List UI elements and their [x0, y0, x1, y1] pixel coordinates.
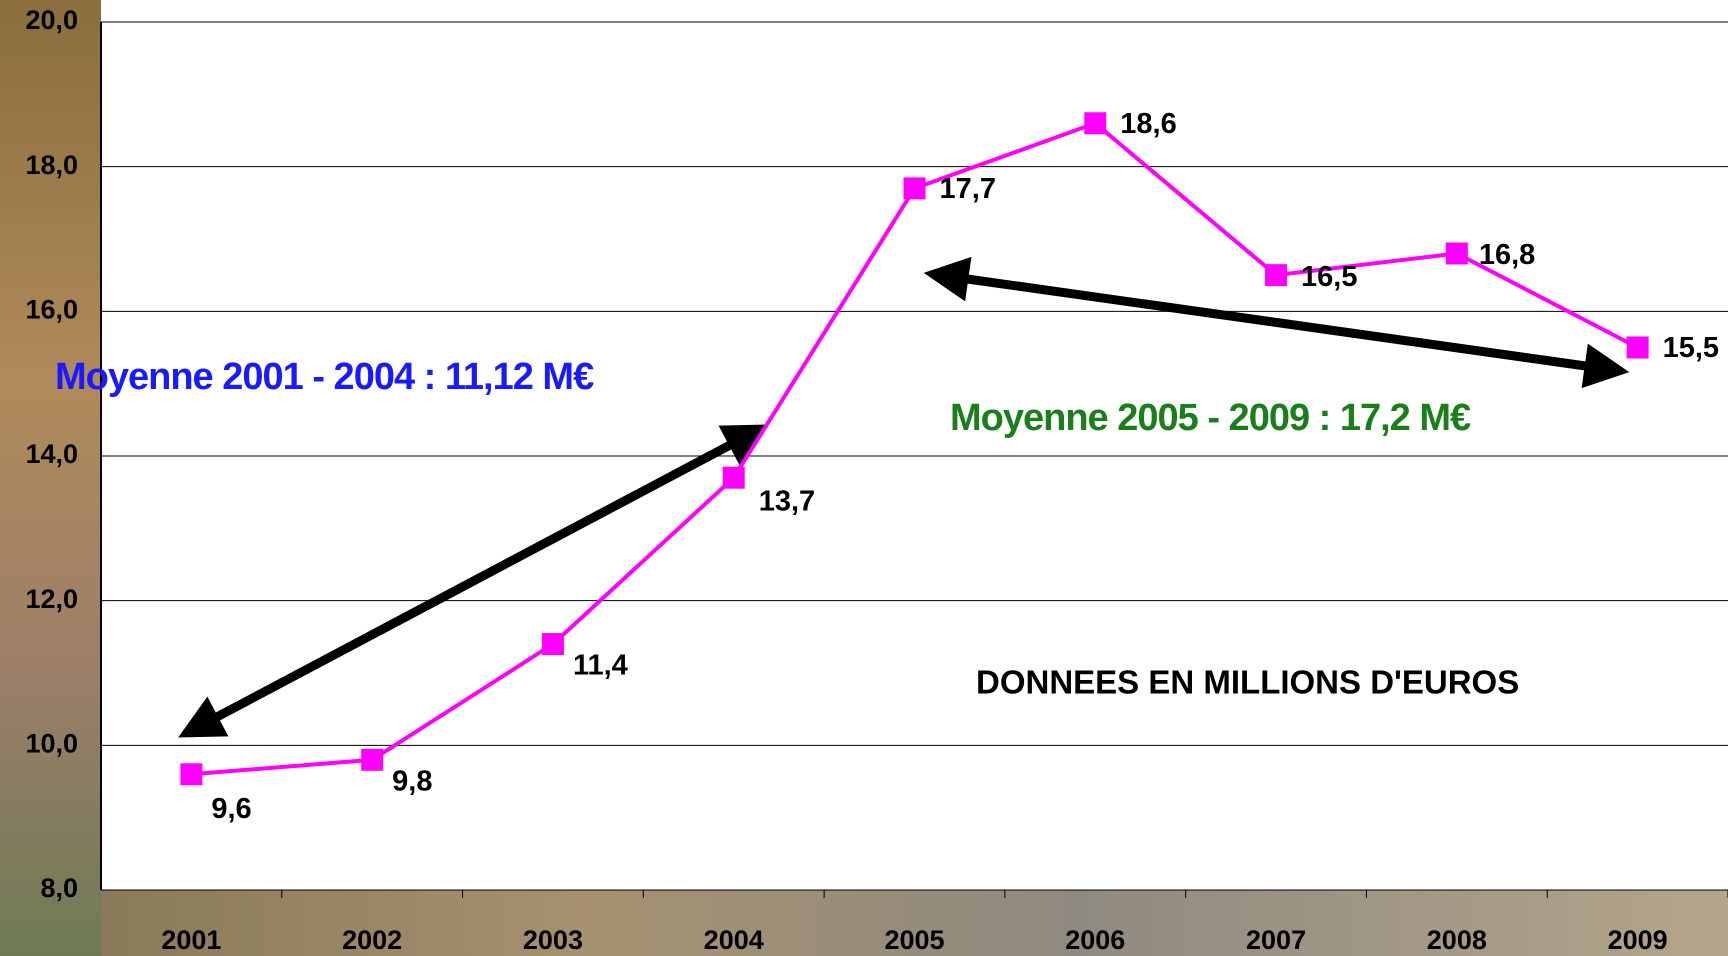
x-tick-label: 2004 [704, 925, 764, 955]
x-tick-label: 2009 [1608, 925, 1668, 955]
x-tick-label: 2006 [1065, 925, 1125, 955]
marker [903, 177, 926, 200]
value-label: 18,6 [1120, 108, 1176, 140]
annotation: Moyenne 2005 - 2009 : 17,2 M€ [950, 397, 1471, 439]
annotation: DONNEES EN MILLIONS D'EUROS [976, 664, 1519, 701]
y-tick-label: 20,0 [25, 5, 78, 35]
x-tick-label: 2008 [1427, 925, 1487, 955]
y-tick-label: 12,0 [25, 584, 78, 614]
y-tick-label: 18,0 [25, 150, 78, 180]
x-tick-label: 2005 [884, 925, 944, 955]
value-label: 15,5 [1663, 332, 1719, 364]
x-tick-label: 2003 [523, 925, 583, 955]
background-strip [101, 890, 1728, 956]
y-tick-label: 16,0 [25, 294, 78, 324]
x-tick-label: 2007 [1246, 925, 1306, 955]
value-label: 9,8 [392, 765, 432, 797]
x-tick-label: 2001 [161, 925, 221, 955]
value-label: 17,7 [940, 173, 996, 205]
y-tick-label: 8,0 [40, 873, 78, 903]
marker [541, 633, 564, 656]
value-label: 9,6 [211, 793, 251, 825]
marker [1445, 242, 1468, 265]
value-label: 11,4 [573, 650, 628, 682]
value-label: 13,7 [759, 485, 815, 517]
arrow [178, 424, 769, 738]
value-label: 16,5 [1301, 261, 1357, 293]
y-tick-label: 10,0 [25, 728, 78, 758]
y-tick-label: 14,0 [25, 439, 78, 469]
arrow [923, 256, 1630, 389]
marker [1265, 264, 1288, 287]
value-label: 16,8 [1479, 239, 1535, 271]
marker [722, 466, 745, 489]
x-tick-label: 2002 [342, 925, 402, 955]
marker [1626, 336, 1649, 359]
plot-area [101, 0, 1728, 890]
annotation: Moyenne 2001 - 2004 : 11,12 M€ [55, 356, 594, 398]
marker [180, 763, 203, 786]
marker [1084, 112, 1107, 135]
marker [361, 748, 384, 771]
